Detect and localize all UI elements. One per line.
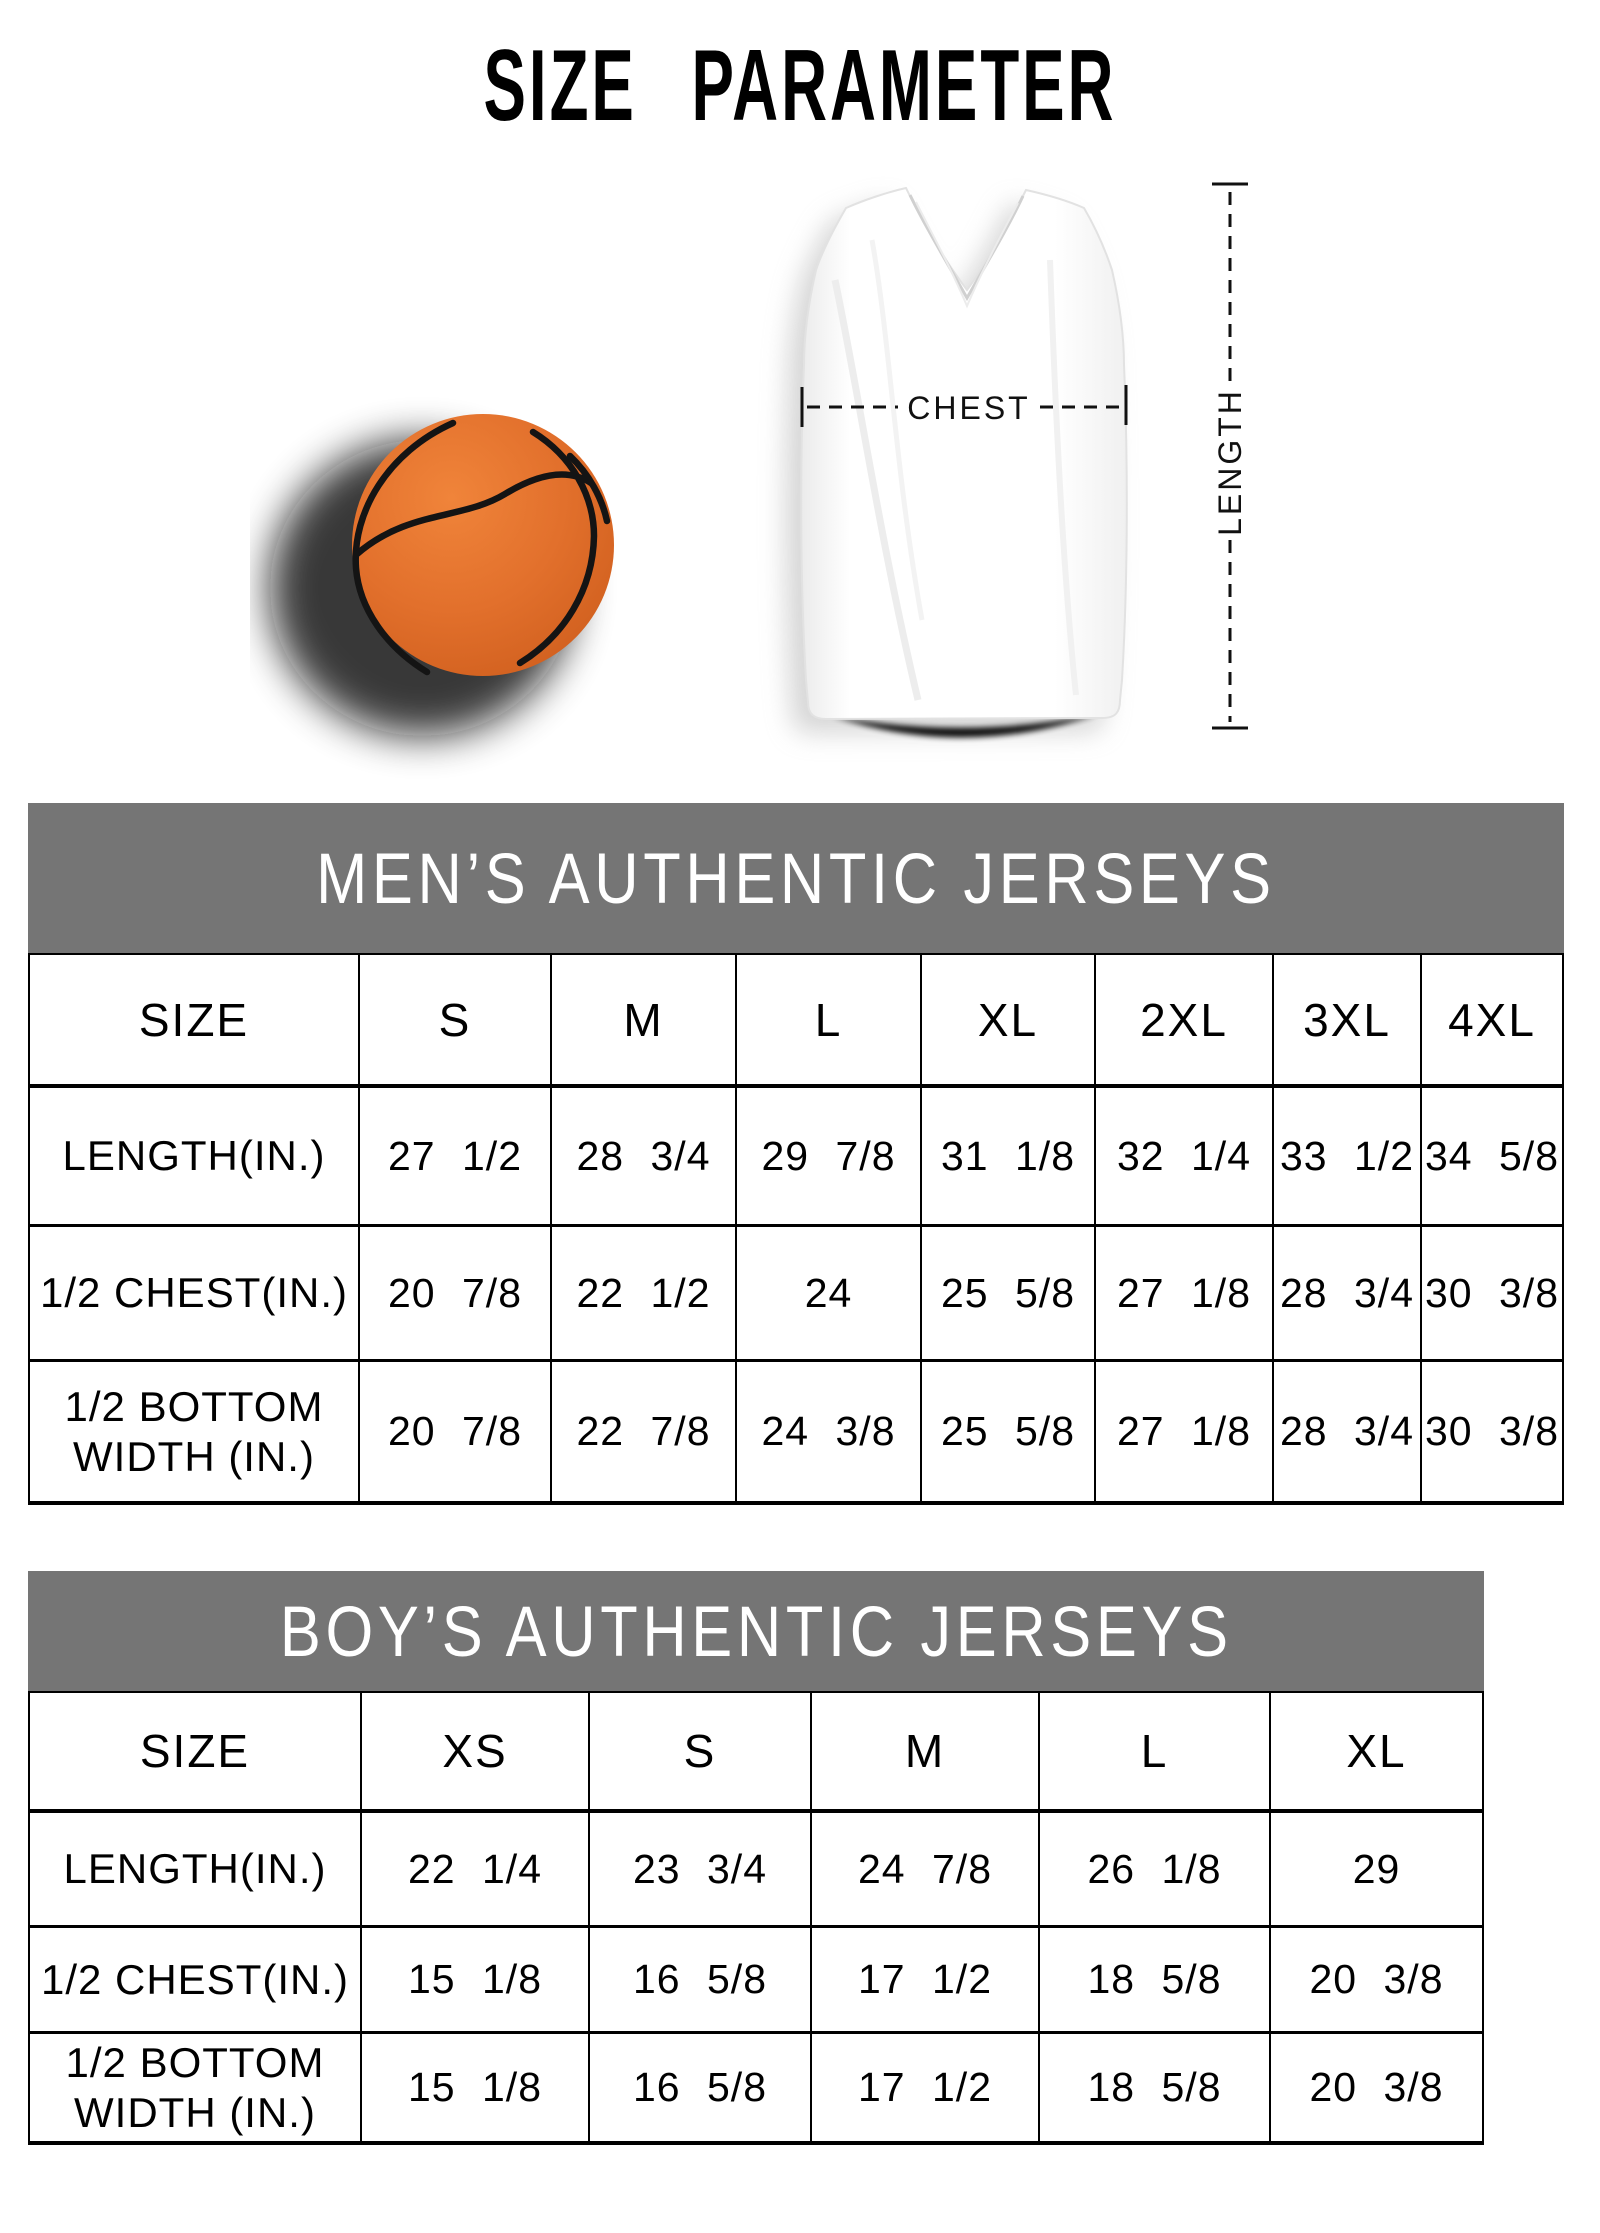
boys-cell: 18 5/8: [1040, 2034, 1271, 2141]
boys-table-title: BOY’S AUTHENTIC JERSEYS: [279, 1591, 1233, 1671]
mens-cell: 27 1/2: [360, 1088, 552, 1227]
mens-col-header: S: [360, 955, 552, 1088]
mens-row-label: LENGTH(IN.): [30, 1088, 360, 1227]
mens-cell: 25 5/8: [922, 1362, 1096, 1501]
boys-cell: 20 3/8: [1309, 2064, 1444, 2110]
basketball-icon: [352, 414, 614, 676]
length-measure: LENGTH: [1212, 182, 1248, 730]
mens-col-header: SIZE: [30, 955, 360, 1088]
boys-row-label: 1/2 BOTTOM WIDTH (IN.): [30, 2034, 362, 2141]
mens-size-table: SIZE S M L XL 2XL 3XL 4XL LENGTH(IN.) 27…: [28, 953, 1564, 1505]
boys-cell: 17 1/2: [812, 1928, 1040, 2034]
mens-cell: 25 5/8: [922, 1227, 1096, 1362]
boys-cell: 26 1/8: [1040, 1813, 1271, 1928]
length-label: LENGTH: [1212, 388, 1248, 536]
boys-cell: 23 3/4: [590, 1813, 812, 1928]
mens-cell: 29 7/8: [737, 1088, 922, 1227]
boys-cell: 17 1/2: [812, 2034, 1040, 2141]
mens-cell: 34 5/8: [1422, 1088, 1562, 1227]
boys-cell: 24 7/8: [812, 1813, 1040, 1928]
mens-cell: 28 3/4: [1274, 1227, 1422, 1362]
boys-cell: 18 5/8: [1040, 1928, 1271, 2034]
mens-table-title-band: MEN’S AUTHENTIC JERSEYS: [28, 803, 1564, 953]
mens-col-header: 2XL: [1096, 955, 1274, 1088]
mens-cell: 22 1/2: [552, 1227, 737, 1362]
mens-cell: 30 3/8: [1422, 1227, 1562, 1362]
mens-col-header: 4XL: [1422, 955, 1562, 1088]
boys-table-title-band: BOY’S AUTHENTIC JERSEYS: [28, 1571, 1484, 1691]
mens-cell: 32 1/4: [1096, 1088, 1274, 1227]
boys-row-label: LENGTH(IN.): [30, 1813, 362, 1928]
boys-cell: 16 5/8: [590, 1928, 812, 2034]
mens-col-header: L: [737, 955, 922, 1088]
jersey-hem-shadow: [832, 714, 1098, 738]
jersey-icon: [785, 187, 1128, 738]
boys-cell: 29: [1271, 1813, 1482, 1928]
mens-cell: 27 1/8: [1096, 1227, 1274, 1362]
boys-cell: 15 1/8: [362, 1928, 590, 2034]
chest-label: CHEST: [907, 390, 1030, 426]
mens-cell: 24 3/8: [737, 1362, 922, 1501]
mens-col-header: 3XL: [1274, 955, 1422, 1088]
size-diagram: CHEST LENGTH: [270, 182, 1248, 738]
chest-measure: CHEST: [800, 385, 1128, 427]
boys-cell: 15 1/8: [362, 2034, 590, 2141]
boys-cell: 22 1/4: [362, 1813, 590, 1928]
mens-cell: 24: [737, 1227, 922, 1362]
mens-col-header: XL: [922, 955, 1096, 1088]
mens-cell: 22 7/8: [552, 1362, 737, 1501]
boys-col-header: M: [812, 1693, 1040, 1813]
mens-row-label: 1/2 CHEST(IN.): [30, 1227, 360, 1362]
mens-row-label: 1/2 BOTTOM WIDTH (IN.): [30, 1362, 360, 1501]
boys-col-header: XL: [1271, 1693, 1482, 1813]
page-title: SIZE PARAMETER: [483, 29, 1117, 143]
boys-size-table: SIZE XS S M L XL LENGTH(IN.) 22 1/4 23 3…: [28, 1691, 1484, 2145]
boys-cell: 16 5/8: [590, 2034, 812, 2141]
boys-row-label: 1/2 CHEST(IN.): [30, 1928, 362, 2034]
mens-cell: 30 3/8: [1425, 1408, 1559, 1454]
boys-cell: 20 3/8: [1271, 1928, 1482, 2034]
boys-col-header: XS: [362, 1693, 590, 1813]
mens-cell: 33 1/2: [1274, 1088, 1422, 1227]
mens-col-header: M: [552, 955, 737, 1088]
mens-cell: 27 1/8: [1096, 1362, 1274, 1501]
boys-col-header: L: [1040, 1693, 1271, 1813]
mens-cell: 31 1/8: [922, 1088, 1096, 1227]
mens-table-title: MEN’S AUTHENTIC JERSEYS: [316, 838, 1276, 918]
mens-cell: 20 7/8: [360, 1362, 552, 1501]
boys-col-header: SIZE: [30, 1693, 362, 1813]
mens-cell: 20 7/8: [360, 1227, 552, 1362]
mens-cell: 28 3/4: [1274, 1362, 1422, 1501]
boys-col-header: S: [590, 1693, 812, 1813]
mens-cell: 28 3/4: [552, 1088, 737, 1227]
